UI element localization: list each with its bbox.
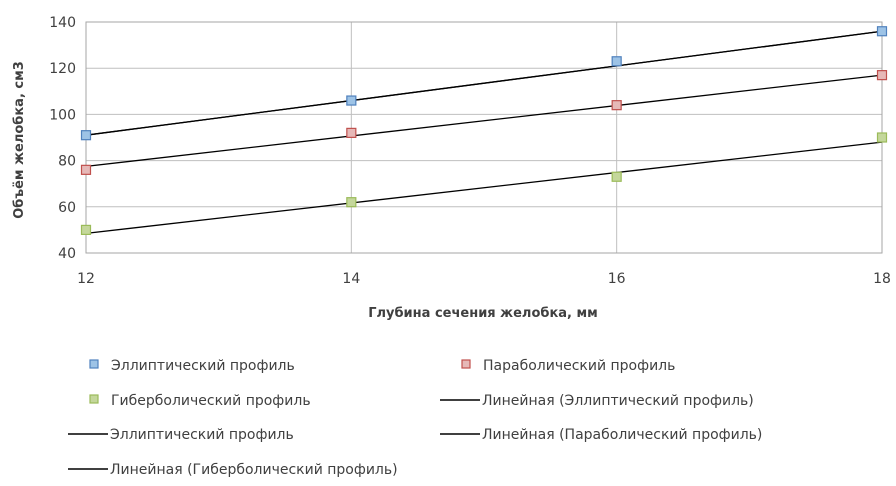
x-tick-label: 16	[608, 271, 626, 287]
legend-label: Эллиптический профиль	[111, 358, 295, 374]
trendline	[85, 141, 883, 235]
data-point	[611, 56, 622, 67]
x-axis-ticks: 12 14 16 18	[77, 271, 891, 287]
plot-area	[85, 21, 883, 254]
legend: Эллиптический профиль Параболический проф…	[68, 358, 762, 478]
x-tick-label: 12	[77, 271, 95, 287]
y-axis-ticks: 40 60 80 100 120 140	[49, 15, 76, 262]
trendlines	[85, 30, 883, 235]
y-tick-label: 140	[49, 15, 76, 31]
legend-marker	[89, 394, 99, 404]
data-point	[876, 26, 888, 37]
y-tick-label: 100	[49, 107, 76, 123]
data-point	[876, 132, 888, 143]
y-tick-label: 120	[49, 61, 76, 77]
y-axis-title: Объём желобка, см3	[12, 61, 27, 219]
legend-label: Линейная (Эллиптический профиль)	[482, 393, 754, 409]
data-point	[80, 224, 92, 235]
x-tick-label: 18	[873, 271, 891, 287]
trendline	[85, 74, 883, 168]
x-tick-label: 14	[342, 271, 360, 287]
data-point	[80, 130, 92, 141]
legend-label: Линейная (Параболический профиль)	[482, 427, 762, 443]
data-point	[876, 70, 888, 81]
legend-label: Параболический профиль	[483, 358, 675, 374]
legend-marker	[461, 359, 471, 369]
y-tick-label: 60	[58, 200, 76, 216]
data-point	[346, 127, 357, 138]
data-point	[346, 197, 357, 208]
data-point	[80, 164, 92, 175]
data-point	[611, 100, 622, 111]
legend-label: Линейная (Гиберболический профиль)	[110, 462, 398, 478]
data-point	[346, 95, 357, 106]
data-point	[611, 171, 622, 182]
y-tick-label: 40	[58, 246, 76, 262]
y-tick-label: 80	[58, 154, 76, 170]
gridlines	[85, 21, 883, 254]
trendline	[85, 30, 883, 136]
x-axis-title: Глубина сечения желобка, мм	[368, 306, 598, 321]
legend-label: Гиберболический профиль	[111, 393, 311, 409]
plot-border	[85, 21, 883, 254]
legend-marker	[89, 359, 99, 369]
legend-label: Эллиптический профиль	[110, 427, 294, 443]
data-markers	[80, 26, 888, 235]
